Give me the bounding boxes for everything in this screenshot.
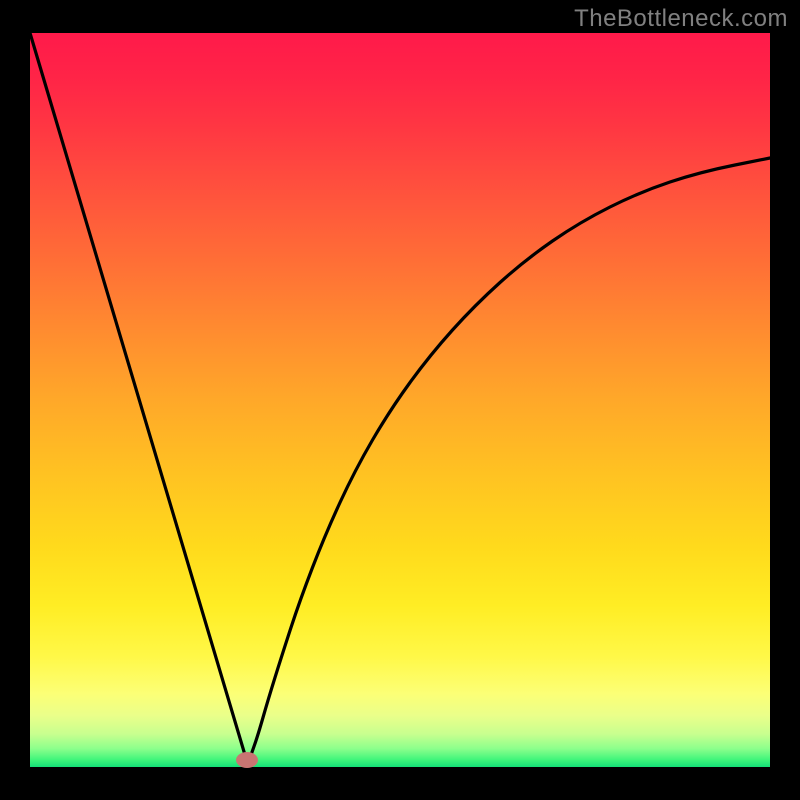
- watermark-text: TheBottleneck.com: [574, 5, 788, 33]
- chart-plot-area: [0, 0, 800, 800]
- optimal-point-marker: [236, 752, 258, 768]
